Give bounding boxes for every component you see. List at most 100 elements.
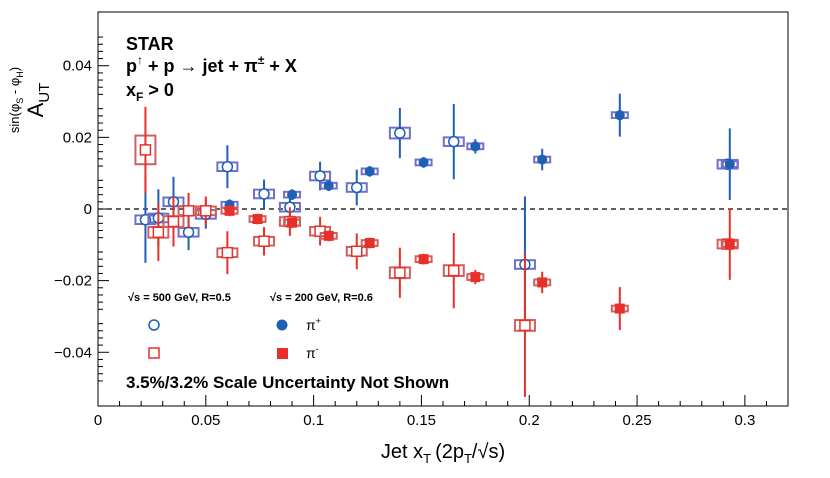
x-axis-ticks: 0 0.05 0.1 0.15 0.2 0.25 0.3 [94, 395, 767, 429]
marker-open-circle [351, 181, 363, 194]
marker-filled-square [724, 239, 735, 250]
data-point [194, 196, 217, 226]
data-point [442, 104, 465, 180]
marker-filled-square [470, 272, 481, 283]
data-point [248, 213, 267, 225]
y-label-main: A [23, 102, 48, 117]
data-point [162, 196, 185, 247]
svg-text:sin(φS - φH): sin(φS - φH) [7, 67, 25, 133]
y-tick-label: −0.02 [54, 273, 92, 290]
marker-filled-square [614, 303, 625, 314]
xf-label: xF > 0 [126, 80, 174, 104]
x-label-main: Jet x [381, 441, 423, 463]
data-point [466, 269, 485, 285]
marker-filled-circle [287, 189, 298, 200]
data-point [720, 208, 739, 280]
xf-sub: F [136, 90, 143, 104]
y-axis-label: AUT sin(φS - φH) [7, 67, 53, 133]
marker-open-circle [314, 170, 326, 182]
x-tick-label: 0.2 [519, 412, 540, 429]
marker-open-circle [182, 226, 195, 239]
marker-filled-square [364, 238, 375, 249]
marker-open-square [448, 264, 460, 277]
marker-open-square [221, 246, 234, 259]
marker-open-circle [221, 160, 234, 173]
data-point [442, 232, 465, 309]
y-axis-ticks: −0.04 −0.02 0 0.02 0.04 [54, 36, 109, 382]
data-point [360, 166, 379, 177]
legend-pi-plus-sup: + [316, 316, 321, 326]
marker-filled-circle [364, 166, 375, 177]
data-point [533, 271, 552, 294]
data-point [610, 93, 629, 137]
data-point [513, 253, 536, 398]
experiment-label: STAR [126, 34, 174, 54]
marker-filled-circle [724, 159, 735, 170]
data-point [134, 106, 157, 193]
marker-open-square [519, 319, 531, 332]
data-point [283, 189, 302, 201]
x-axis-label: Jet xT (2pT/√s) [381, 441, 505, 466]
marker-filled-square [224, 205, 235, 216]
data-point [388, 107, 411, 159]
legend-pi-minus: π [306, 345, 316, 361]
legend-pi-minus-label: π- [306, 344, 319, 361]
data-point [319, 180, 338, 192]
marker-filled-square [537, 277, 548, 288]
y-label-sup-end: ) [7, 67, 22, 71]
reaction-rest: + p → jet + π [143, 56, 258, 76]
x-tick-label: 0 [94, 412, 102, 429]
y-label-sup-mid: - φ [7, 78, 22, 98]
reaction-p: p [126, 56, 137, 76]
y-tick-label: −0.04 [54, 344, 92, 361]
legend-marker-pi-plus-500 [148, 319, 160, 331]
legend-pi-plus-label: π+ [306, 316, 321, 333]
legend-marker-pi-minus-500 [148, 347, 160, 359]
data-point [345, 169, 368, 206]
x-tick-label: 0.05 [191, 412, 220, 429]
marker-open-square [258, 235, 270, 247]
marker-open-square [152, 226, 165, 239]
legend-200-header: √s = 200 GeV, R=0.6 [270, 292, 373, 304]
legend-marker-pi-plus-200 [276, 319, 288, 331]
reaction-end: + X [264, 56, 297, 76]
data-point [388, 247, 411, 298]
legend-marker-pi-minus-200 [277, 348, 288, 359]
data-point [360, 237, 379, 249]
x-tick-label: 0.25 [622, 412, 651, 429]
legend-500-header: √s = 500 GeV, R=0.5 [128, 292, 231, 304]
marker-filled-circle [537, 154, 548, 165]
data-point [220, 205, 239, 217]
marker-filled-circle [418, 157, 429, 168]
marker-filled-circle [470, 141, 481, 152]
data-point [253, 226, 276, 256]
data-point [345, 233, 368, 270]
data-point [253, 179, 276, 209]
marker-filled-circle [323, 180, 334, 191]
xf-rest: > 0 [143, 80, 174, 100]
marker-open-square [167, 215, 180, 228]
x-tick-label: 0.3 [734, 412, 755, 429]
xf-x: x [126, 80, 136, 100]
marker-open-square [394, 267, 406, 279]
marker-filled-square [287, 217, 298, 228]
data-marks [134, 93, 739, 398]
data-point [216, 145, 239, 189]
y-tick-label: 0.02 [63, 129, 92, 146]
svg-text:AUT: AUT [23, 83, 53, 118]
marker-open-square [139, 144, 152, 156]
x-tick-label: 0.1 [303, 412, 324, 429]
y-tick-label: 0 [84, 201, 92, 218]
data-point [216, 231, 239, 275]
x-label-paren: (2p [435, 441, 464, 463]
y-label-sup-s: S [15, 98, 25, 104]
marker-filled-square [252, 214, 263, 225]
marker-open-circle [448, 135, 460, 148]
scale-uncertainty-note: 3.5%/3.2% Scale Uncertainty Not Shown [126, 373, 449, 392]
x-label-sqrt: /√s) [472, 441, 505, 463]
data-point [283, 217, 302, 228]
marker-filled-circle [614, 110, 625, 121]
data-point [533, 148, 552, 171]
reaction-pm: ± [258, 53, 265, 67]
